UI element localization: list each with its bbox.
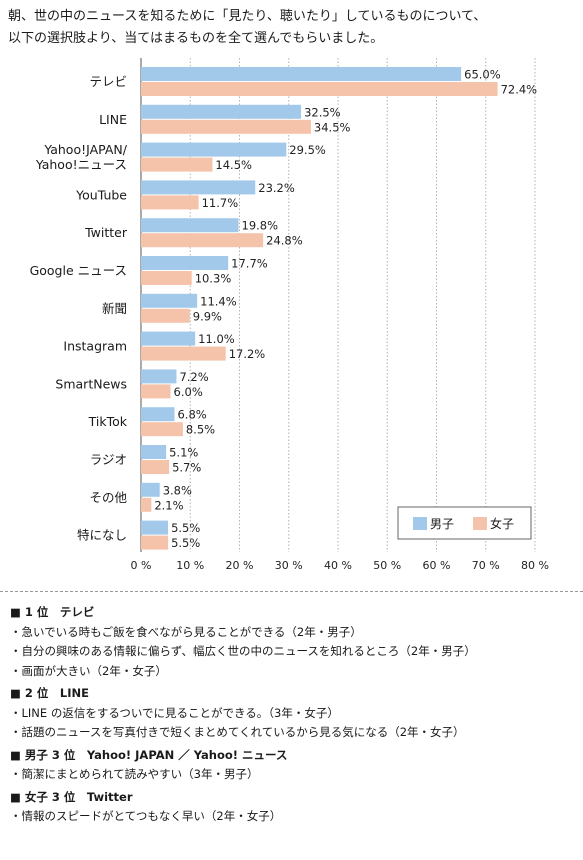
comments-section: ■ 1 位 テレビ ・急いでいる時もご飯を食べながら見ることができる（2年・男子… xyxy=(10,603,575,827)
category-label: Google ニュース xyxy=(30,263,127,278)
bar xyxy=(141,331,196,346)
bar xyxy=(141,142,287,157)
bar-value-label: 32.5% xyxy=(304,105,341,119)
category-label: YouTube xyxy=(75,187,127,202)
x-tick-label: 0 % xyxy=(131,559,152,572)
bar-value-label: 6.0% xyxy=(174,385,203,399)
legend-swatch xyxy=(413,517,427,530)
bar xyxy=(141,346,226,361)
comment-item: ・情報のスピードがとてつもなく早い（2年・女子） xyxy=(10,809,282,823)
bar-value-label: 2.1% xyxy=(154,498,183,512)
legend-label: 女子 xyxy=(490,516,514,531)
bar xyxy=(141,535,169,550)
comment-heading: ■ 女子 3 位 Twitter xyxy=(10,789,133,804)
x-tick-label: 80 % xyxy=(521,559,549,572)
bar xyxy=(141,82,498,96)
bar xyxy=(141,293,198,308)
bar xyxy=(141,119,311,134)
category-label: Yahoo!JAPAN/ xyxy=(43,142,127,157)
category-label: ラジオ xyxy=(90,452,127,467)
legend-swatch xyxy=(473,517,487,530)
bar xyxy=(141,104,302,119)
comment-item: ・LINE の返信をするついでに見ることができる。（3年・女子） xyxy=(10,705,339,720)
bar-value-label: 23.2% xyxy=(258,181,295,195)
bar-value-label: 8.5% xyxy=(186,423,215,437)
legend-label: 男子 xyxy=(430,517,454,531)
category-label: 特になし xyxy=(77,528,127,543)
section-divider xyxy=(0,591,583,592)
category-label: Yahoo!ニュース xyxy=(35,157,127,172)
bar-value-label: 5.5% xyxy=(171,521,200,535)
bar-value-label: 10.3% xyxy=(195,272,232,286)
comment-heading: ■ 1 位 テレビ xyxy=(10,605,95,619)
comment-heading: ■ 2 位 LINE xyxy=(10,686,89,700)
bar xyxy=(141,520,169,535)
comment-item: ・急いでいる時もご飯を食べながら見ることができる（2年・男子） xyxy=(10,624,362,639)
bar xyxy=(141,218,239,233)
bar xyxy=(141,180,256,195)
x-tick-label: 30 % xyxy=(275,559,303,572)
bar-value-label: 29.5% xyxy=(289,143,326,157)
x-tick-label: 50 % xyxy=(373,559,401,572)
x-tick-label: 40 % xyxy=(324,559,352,572)
bar-value-label: 17.7% xyxy=(231,257,268,271)
bar-value-label: 11.4% xyxy=(200,294,237,308)
bar-value-label: 5.5% xyxy=(171,536,200,550)
bar-value-label: 11.7% xyxy=(202,196,239,210)
bar xyxy=(141,460,170,474)
bar xyxy=(141,482,160,497)
category-label: Twitter xyxy=(84,225,128,240)
bar xyxy=(141,445,167,459)
bar-value-label: 9.9% xyxy=(193,309,222,323)
bar xyxy=(141,422,183,437)
x-tick-label: 60 % xyxy=(423,559,451,572)
x-tick-label: 10 % xyxy=(176,559,204,572)
bar xyxy=(141,271,192,285)
category-label: SmartNews xyxy=(55,376,127,391)
bar-value-label: 7.2% xyxy=(179,370,208,384)
bar-value-label: 34.5% xyxy=(314,120,351,134)
bar xyxy=(141,369,177,384)
bar-value-label: 19.8% xyxy=(242,219,279,233)
bar xyxy=(141,157,213,172)
question-line-2: 以下の選択肢より、当てはまるものを全て選んでもらいました。 xyxy=(8,31,384,46)
comment-item: ・話題のニュースを写真付きで短くまとめてくれているから見る気になる（2年・女子） xyxy=(10,725,465,739)
bar-value-label: 5.1% xyxy=(169,446,198,460)
bar-value-label: 17.2% xyxy=(229,347,266,361)
bar xyxy=(141,233,264,248)
bar xyxy=(141,195,199,210)
bar-chart: 0 % 10 % 20 % 30 % 40 % 50 % 60 % 70 % 80 % 65.0%… xyxy=(30,58,549,572)
bar-value-label: 3.8% xyxy=(163,483,192,497)
bar xyxy=(141,67,462,81)
bar xyxy=(141,497,152,512)
bar-value-label: 24.8% xyxy=(266,234,303,248)
x-tick-label: 20 % xyxy=(226,559,254,572)
category-label: テレビ xyxy=(89,74,127,89)
bar-value-label: 65.0% xyxy=(464,68,501,82)
x-tick-label: 70 % xyxy=(472,559,500,572)
comment-item: ・画面が大きい（2年・女子） xyxy=(10,663,167,678)
category-label: その他 xyxy=(89,490,127,505)
bar-value-label: 5.7% xyxy=(172,461,201,475)
category-label: TikTok xyxy=(88,414,128,429)
category-label: 新聞 xyxy=(102,301,127,316)
category-label: Instagram xyxy=(63,339,127,354)
bar xyxy=(141,256,229,270)
bar-value-label: 6.8% xyxy=(177,408,206,422)
bar-value-label: 11.0% xyxy=(198,332,235,346)
comment-item: ・簡潔にまとめられて読みやすい（3年・男子） xyxy=(10,767,259,781)
bar-value-label: 72.4% xyxy=(501,83,538,97)
question-line-1: 朝、世の中のニュースを知るために「見たり、聴いたり」しているものについて、 xyxy=(8,9,487,24)
bar-value-label: 14.5% xyxy=(215,158,252,172)
question-text: 朝、世の中のニュースを知るために「見たり、聴いたり」しているものについて、 以下… xyxy=(8,6,578,50)
bar xyxy=(141,407,175,422)
comment-item: ・自分の興味のある情報に偏らず、幅広く世の中のニュースを知れるところ（2年・男子… xyxy=(10,644,476,658)
comment-heading: ■ 男子 3 位 Yahoo! JAPAN ／ Yahoo! ニュース xyxy=(10,747,288,762)
bar xyxy=(141,308,190,323)
bar xyxy=(141,384,171,399)
category-label: LINE xyxy=(99,112,127,127)
